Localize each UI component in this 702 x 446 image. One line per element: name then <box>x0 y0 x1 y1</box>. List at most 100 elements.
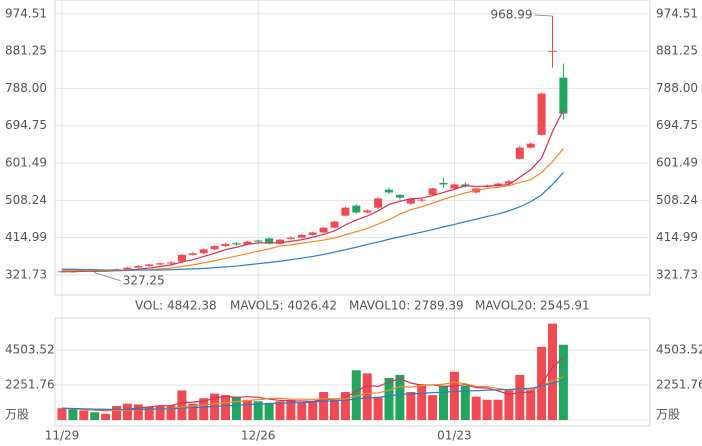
y-tick-label-left: 974.51 <box>5 6 47 20</box>
y-tick-label-left: 414.99 <box>5 230 47 244</box>
volume-bar <box>155 406 165 420</box>
volume-bar <box>460 385 470 420</box>
max-label: 968.99 <box>491 8 533 22</box>
volume-bar <box>177 390 187 420</box>
y-tick-label-right: 2251.76 <box>656 377 702 391</box>
volume-bar <box>231 396 241 420</box>
y-tick-label-left: 694.75 <box>5 118 47 132</box>
volume-bar <box>275 401 285 420</box>
mavol-line <box>61 356 564 412</box>
volume-bar <box>548 323 557 420</box>
volume-bar <box>112 406 121 420</box>
volume-bar <box>101 413 111 420</box>
candle-body <box>156 263 165 265</box>
candle-body <box>276 239 284 244</box>
volume-bar <box>471 396 481 420</box>
volume-bar <box>221 395 230 420</box>
volume-bar <box>68 409 78 420</box>
candle-body <box>221 244 230 247</box>
candle-body <box>526 143 535 148</box>
volume-bar <box>133 404 143 420</box>
candle-body <box>254 240 263 242</box>
candle-body <box>385 189 393 193</box>
volume-bar <box>286 399 296 420</box>
candle-body <box>123 267 132 270</box>
candle-body <box>199 249 208 254</box>
candle-body <box>265 238 274 244</box>
candle-body <box>548 50 557 52</box>
volume-bar <box>90 412 100 420</box>
candle-body <box>494 183 502 186</box>
candle-body <box>167 262 175 264</box>
candle-body <box>439 182 448 185</box>
volume-bar <box>428 395 438 420</box>
min-label: 327.25 <box>123 273 165 287</box>
volume-bar <box>144 406 154 420</box>
volume-bar <box>558 344 568 420</box>
volume-bar <box>264 402 274 420</box>
y-tick-label-left: 2251.76 <box>5 377 55 391</box>
volume-bar <box>362 373 372 420</box>
candle-body <box>341 207 350 216</box>
y-tick-label-left: 321.73 <box>5 267 47 281</box>
y-tick-label-left: 788.00 <box>5 81 47 95</box>
candle-body <box>308 232 317 235</box>
candle-body <box>504 181 513 184</box>
candle-body <box>428 188 437 195</box>
y-tick-label-right: 974.51 <box>656 6 698 20</box>
candle-body <box>450 184 459 189</box>
y-tick-label-left: 508.24 <box>5 193 47 207</box>
y-tick-label-right: 881.25 <box>656 44 698 58</box>
candle-body <box>395 194 404 198</box>
legend-label: MAVOL20: 2545.91 <box>475 299 590 313</box>
mavol-line <box>61 379 564 411</box>
volume-bar <box>122 403 132 420</box>
y-tick-label-right: 321.73 <box>656 267 698 281</box>
volume-bar <box>57 408 67 420</box>
y-tick-label-left: 601.49 <box>5 156 47 170</box>
volume-bar <box>504 390 514 420</box>
volume-bar <box>515 374 525 420</box>
volume-bar <box>439 385 448 420</box>
legend-label: MAVOL5: 4026.42 <box>230 299 337 313</box>
candle-body <box>330 221 339 228</box>
ma-line <box>62 109 564 273</box>
x-tick-label: 12/26 <box>241 429 276 443</box>
y-tick-label-right: 694.75 <box>656 118 698 132</box>
volume-bar <box>406 392 416 420</box>
volume-bar <box>351 370 361 420</box>
y-tick-label-right: 788.00 <box>656 81 698 95</box>
candle-body <box>134 266 143 268</box>
volume-bar <box>449 371 459 420</box>
candle-body <box>559 77 568 114</box>
volume-bar <box>340 392 350 420</box>
volume-bar <box>242 399 252 420</box>
candle-body <box>537 93 546 135</box>
candle-body <box>363 210 372 213</box>
candle-body <box>286 237 295 239</box>
volume-bar <box>493 399 503 420</box>
candle-body <box>352 205 361 213</box>
volume-bar <box>395 374 405 420</box>
x-tick-label: 01/23 <box>437 429 472 443</box>
ma-line <box>62 172 564 271</box>
volume-bar <box>199 398 209 420</box>
volume-bar <box>384 378 394 420</box>
candle-body <box>374 198 383 208</box>
candle-body <box>406 198 415 204</box>
candle-body <box>232 243 241 245</box>
volume-bar <box>417 384 427 420</box>
legend-label: MAVOL10: 2789.39 <box>349 299 464 313</box>
candle-body <box>188 253 197 255</box>
volume-bar <box>482 399 492 420</box>
volume-bar <box>526 390 536 420</box>
candle-body <box>515 147 524 159</box>
volume-bar <box>330 399 339 420</box>
volume-title: VOL: 4842.38 <box>135 299 217 313</box>
x-tick-label: 11/29 <box>45 429 80 443</box>
candle-body <box>417 199 426 201</box>
y-tick-label-left: 881.25 <box>5 44 47 58</box>
price-panel-frame <box>54 0 651 296</box>
